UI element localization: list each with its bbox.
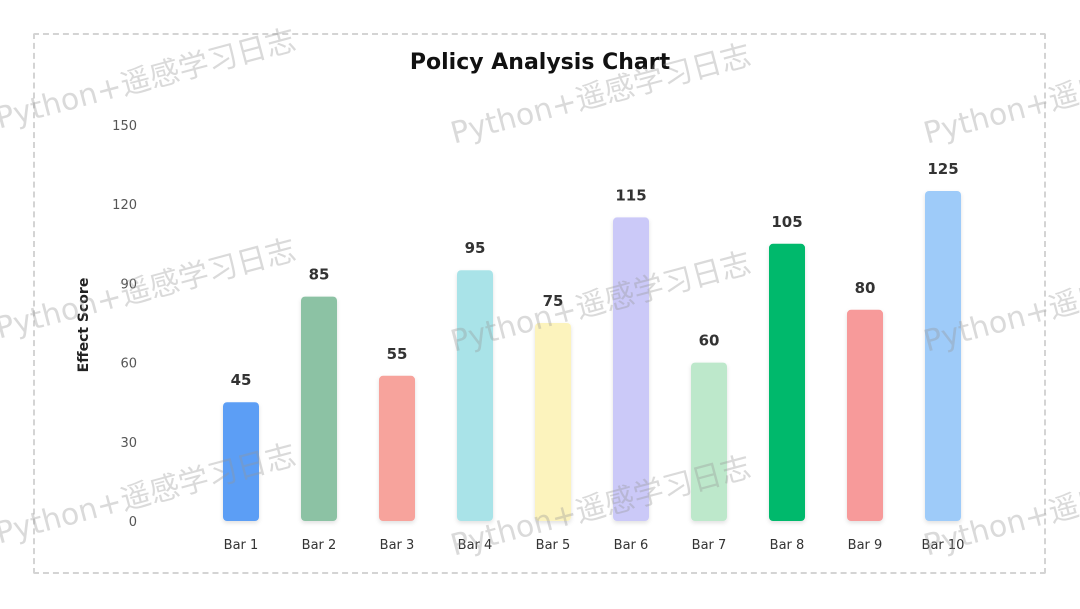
chart-title: Policy Analysis Chart (409, 50, 671, 75)
y-tick-label: 30 (120, 436, 137, 451)
bar (301, 296, 337, 521)
bar (379, 375, 415, 521)
y-tick-label: 60 (120, 357, 137, 372)
y-tick-label: 90 (120, 277, 137, 292)
bar-value-label: 95 (465, 239, 486, 257)
x-tick-label: Bar 8 (770, 538, 805, 553)
bar-value-label: 125 (927, 160, 958, 178)
bar (457, 270, 493, 521)
x-tick-label: Bar 2 (302, 538, 337, 553)
y-tick-label: 0 (129, 515, 137, 530)
bar-value-label: 85 (309, 266, 330, 284)
x-tick-label: Bar 10 (922, 538, 965, 553)
bar (925, 191, 961, 521)
y-tick-label: 120 (112, 198, 137, 213)
x-tick-label: Bar 1 (224, 538, 259, 553)
bar-value-label: 45 (231, 371, 252, 389)
x-tick-label: Bar 7 (692, 538, 727, 553)
bar-value-label: 60 (699, 332, 720, 350)
bar (535, 323, 571, 521)
x-tick-label: Bar 4 (458, 538, 493, 553)
bar-value-label: 80 (855, 279, 876, 297)
chart-frame (33, 33, 1046, 574)
bar-value-label: 75 (543, 292, 564, 310)
x-tick-label: Bar 6 (614, 538, 649, 553)
bar (613, 217, 649, 521)
bar (223, 402, 259, 521)
x-tick-label: Bar 5 (536, 538, 571, 553)
x-tick-label: Bar 9 (848, 538, 883, 553)
bar-value-label: 115 (615, 186, 646, 204)
bar (691, 362, 727, 521)
bar (769, 243, 805, 522)
x-tick-label: Bar 3 (380, 538, 415, 553)
bar-value-label: 55 (387, 345, 408, 363)
y-tick-label: 150 (112, 119, 137, 134)
bar-value-label: 105 (771, 213, 802, 231)
bar (847, 309, 883, 521)
